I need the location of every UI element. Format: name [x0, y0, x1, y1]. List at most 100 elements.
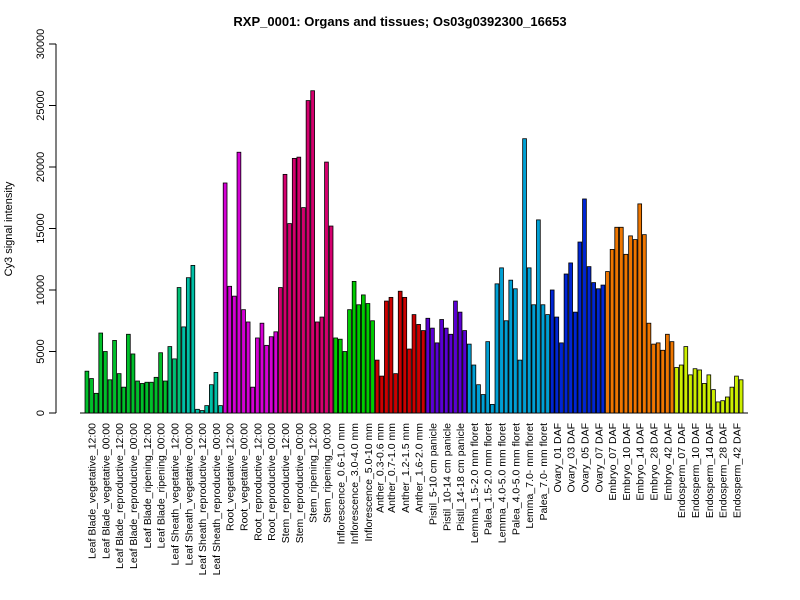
bar: [361, 294, 366, 414]
x-tick-label: Ovary_03 DAF: [566, 423, 578, 492]
x-tick-label: Inflorescence_5.0-10 mm: [363, 423, 375, 542]
bar: [517, 359, 523, 414]
bar: [642, 234, 647, 414]
bar: [190, 264, 196, 414]
bar: [245, 321, 251, 414]
bar: [162, 380, 168, 414]
bar: [711, 389, 716, 414]
x-tick-label: Embryo_42 DAF: [662, 423, 674, 501]
bar: [264, 344, 269, 414]
bar: [209, 384, 214, 414]
x-tick-label: Anther_1.2-1.5 mm: [400, 423, 412, 513]
bar: [595, 288, 601, 414]
bar: [503, 320, 509, 414]
bar: [185, 277, 191, 414]
bar: [476, 384, 481, 414]
y-tick-label: 10000: [35, 275, 47, 306]
y-tick-label: 30000: [35, 29, 47, 60]
bar: [554, 316, 560, 414]
x-tick-label: Pistil_10-14 cm panicle: [441, 423, 453, 531]
bar: [144, 381, 150, 414]
bar: [651, 343, 656, 414]
bar: [605, 271, 610, 414]
bar: [443, 327, 449, 414]
bar: [563, 273, 569, 414]
bar: [490, 403, 495, 414]
x-tick-label: Stem_ripening_12:00: [308, 423, 320, 523]
bar: [273, 331, 279, 414]
bar: [347, 309, 352, 414]
bar: [84, 370, 90, 414]
bar: [425, 317, 431, 414]
x-tick-label: Anther_0.7-1.0 mm: [386, 423, 398, 513]
bar: [536, 219, 541, 414]
bar: [213, 372, 219, 414]
bar: [181, 326, 186, 414]
x-tick-label: Leaf Blade_ripening_00:00: [156, 423, 168, 549]
bar: [236, 151, 242, 414]
x-tick-label: Leaf Sheath_vegetative_12:00: [169, 423, 181, 566]
x-tick-label: Stem_ripening_00:00: [321, 423, 333, 523]
bar: [218, 405, 223, 414]
bar: [337, 338, 343, 414]
x-tick-label: Pistil_14-18 cm panicle: [455, 423, 467, 531]
bar: [471, 364, 477, 414]
bar: [241, 309, 246, 414]
bar: [112, 340, 117, 414]
bar: [402, 296, 408, 414]
bar: [628, 235, 633, 414]
bar: [158, 352, 163, 414]
bar: [121, 386, 127, 414]
y-tick-label: 20000: [35, 152, 47, 183]
bar: [98, 332, 104, 414]
bar: [232, 295, 237, 414]
x-tick-label: Root_reproductive_00:00: [266, 423, 278, 541]
bar: [660, 349, 666, 414]
x-tick-label: Lemma_7.0- mm floret: [524, 423, 536, 529]
bar: [135, 380, 140, 414]
bar: [407, 348, 412, 414]
bar: [549, 289, 555, 414]
bar: [531, 304, 537, 414]
bar: [701, 383, 707, 414]
bar: [669, 341, 675, 414]
x-tick-label: Endosperm_10 DAF: [690, 423, 702, 518]
bar: [268, 336, 274, 414]
bar: [388, 296, 394, 414]
x-tick-label: Endosperm_28 DAF: [718, 423, 730, 518]
bar: [715, 401, 721, 414]
x-tick-label: Leaf Sheath_reproductive_00:00: [211, 423, 223, 576]
bar: [513, 288, 518, 414]
bar: [632, 239, 638, 414]
y-tick-label: 5000: [35, 339, 47, 363]
bar: [250, 386, 256, 414]
x-tick-label: Pistil_5-10 cm panicle: [427, 423, 439, 525]
bar: [227, 285, 233, 414]
bar: [738, 379, 744, 414]
bar: [545, 314, 550, 414]
bar: [204, 405, 209, 414]
bar: [420, 330, 426, 414]
bar: [296, 156, 302, 414]
bar: [153, 376, 159, 414]
bar: [301, 207, 306, 414]
x-tick-label: Embryo_14 DAF: [635, 423, 647, 501]
x-tick-label: Palea_7.0- mm floret: [538, 423, 550, 521]
x-axis-tick-labels: Leaf Blade_vegetative_12:00 Leaf Blade_ve…: [87, 423, 744, 576]
bar: [397, 290, 403, 414]
bar: [130, 353, 136, 414]
bar: [591, 282, 596, 414]
bar: [697, 369, 702, 414]
x-tick-label: Leaf Blade_reproductive_00:00: [128, 423, 140, 569]
bar: [356, 304, 362, 414]
bar: [365, 303, 371, 414]
bar: [310, 90, 315, 414]
bar: [259, 322, 265, 414]
bar: [384, 300, 389, 414]
bar: [103, 351, 108, 414]
bar: [448, 333, 454, 414]
bar: [314, 321, 320, 414]
x-tick-label: Endosperm_07 DAF: [676, 423, 688, 518]
bar: [586, 266, 592, 414]
